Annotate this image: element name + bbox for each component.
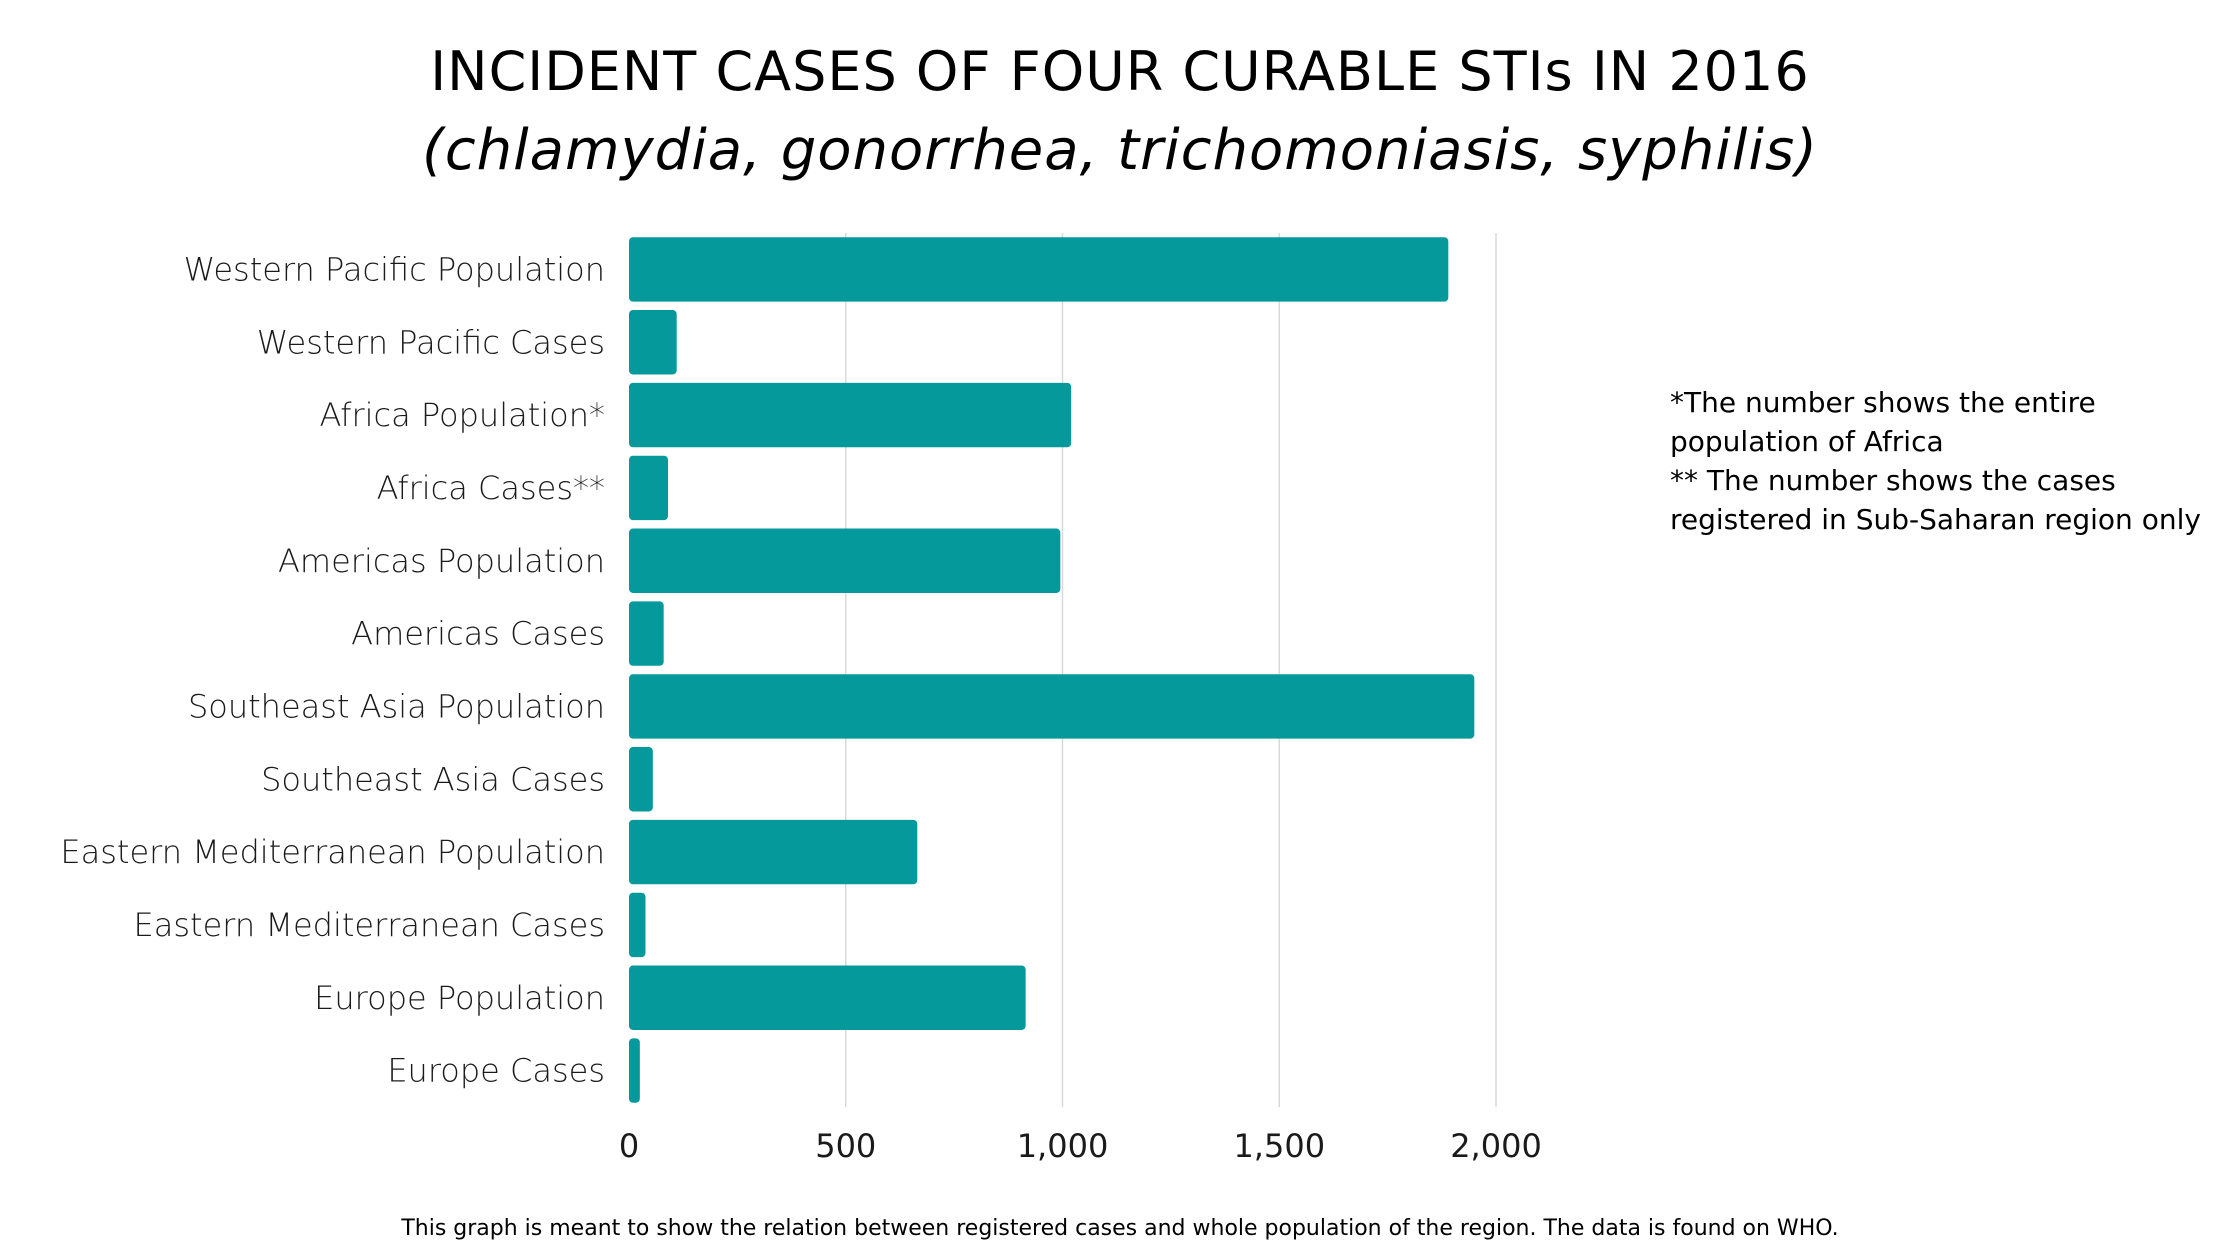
category-label: Eastern Mediterranean Population [60, 833, 605, 871]
x-tick-label: 0 [619, 1127, 639, 1165]
x-tick-label: 1,000 [1017, 1127, 1109, 1165]
footnote-line: population of Africa [1670, 425, 1944, 458]
x-tick-label: 2,000 [1450, 1127, 1542, 1165]
x-tick-labels: 0 500 1,000 1,500 2,000 [619, 1127, 1542, 1165]
bar [629, 747, 653, 812]
category-label: Africa Cases** [377, 469, 605, 507]
bar [629, 674, 1475, 739]
category-label: Europe Population [314, 979, 605, 1017]
bar [629, 819, 918, 885]
chart-title: INCIDENT CASES OF FOUR CURABLE STIs IN 2… [430, 40, 1810, 103]
category-label: Eastern Mediterranean Cases [134, 906, 605, 944]
category-labels: Western Pacific Population Western Pacifi… [60, 250, 605, 1089]
bar [629, 237, 1449, 302]
category-label: Africa Population* [319, 396, 605, 434]
footnote-line: ** The number shows the cases [1670, 464, 2116, 497]
footnote-box: *The number shows the entire population … [1670, 383, 2230, 539]
bar [629, 1038, 640, 1103]
gridlines [845, 233, 1497, 1107]
bar [629, 455, 669, 521]
chart-subtitle: (chlamydia, gonorrhea, trichomoniasis, s… [421, 118, 1819, 183]
category-label: Western Pacific Population [184, 250, 605, 288]
footnote-line: *The number shows the entire [1670, 386, 2096, 419]
bar [629, 965, 1026, 1030]
x-tick-label: 500 [815, 1127, 876, 1165]
bar [629, 528, 1061, 593]
category-label: Americas Cases [351, 615, 605, 653]
bar [629, 310, 677, 375]
category-label: Southeast Asia Cases [261, 760, 605, 798]
category-label: Americas Population [278, 542, 605, 580]
category-label: Western Pacific Cases [257, 323, 605, 361]
x-tick-label: 1,500 [1233, 1127, 1325, 1165]
bar [629, 601, 664, 666]
bar [629, 892, 646, 958]
category-label: Southeast Asia Population [188, 687, 605, 725]
category-label: Europe Cases [387, 1052, 605, 1090]
chart-caption: This graph is meant to show the relation… [401, 1216, 1839, 1241]
bar [629, 382, 1072, 448]
bars [629, 237, 1475, 1103]
footnote-line: registered in Sub-Saharan region only [1670, 503, 2201, 536]
